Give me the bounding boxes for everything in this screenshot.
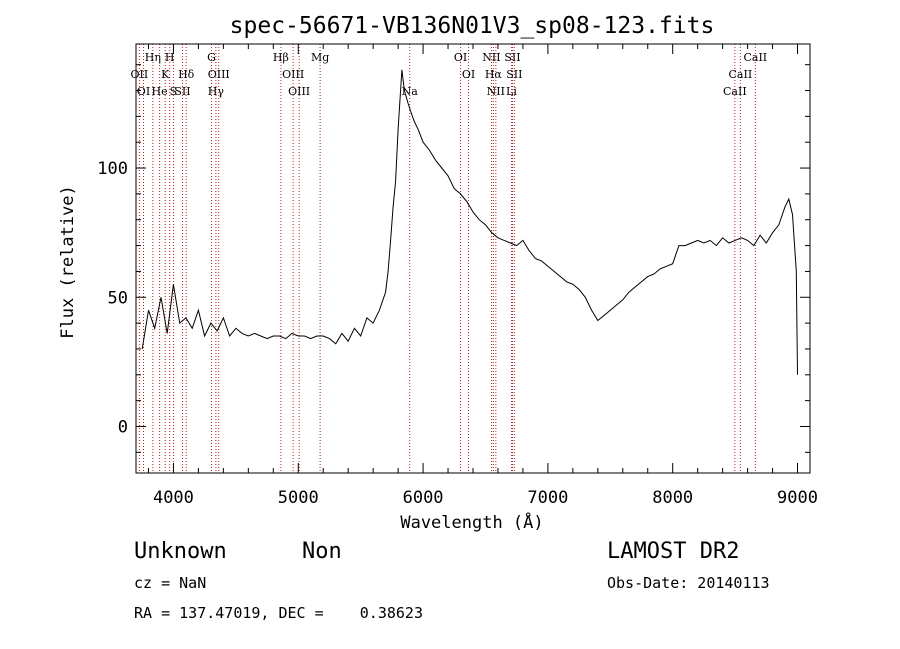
x-tick-label-2: 6000: [403, 488, 444, 508]
line-label-23: SII: [504, 51, 520, 64]
x-tick-label-3: 7000: [527, 488, 568, 508]
line-label-16: Na: [402, 85, 419, 98]
line-label-0: OII: [131, 68, 149, 81]
line-label-15: Mg: [311, 51, 329, 64]
line-label-18: OI: [462, 68, 475, 81]
line-label-8: SII: [174, 85, 190, 98]
x-tick-label-1: 5000: [278, 488, 319, 508]
spectrum-line: [141, 69, 798, 375]
line-label-19: NII: [482, 51, 500, 64]
x-tick-label-0: 4000: [153, 488, 194, 508]
line-label-14: OIII: [288, 85, 310, 98]
x-tick-label-5: 9000: [777, 488, 818, 508]
line-label-13: OIII: [282, 68, 304, 81]
x-axis-ticks: 4000 5000 6000 7000 8000 9000: [147, 44, 818, 508]
y-tick-label-1: 50: [108, 288, 128, 308]
line-label-3: He: [152, 85, 168, 98]
line-label-10: OIII: [208, 68, 230, 81]
plot-frame: [135, 43, 811, 474]
chart-title: spec-56671-VB136N01V3_sp08-123.fits: [230, 13, 715, 39]
y-axis-ticks: 0 50 100: [97, 64, 810, 453]
line-label-5: K: [161, 68, 170, 81]
line-label-22: Li: [506, 85, 517, 98]
line-label-9: G: [207, 51, 216, 64]
subclass-text: Non: [302, 539, 342, 564]
line-label-4: H: [165, 51, 175, 64]
line-label-1: Hη: [145, 51, 161, 64]
line-label-11: Hγ: [208, 85, 225, 98]
y-axis-label: Flux (relative): [58, 185, 78, 339]
radec-text: RA = 137.47019, DEC = 0.38623: [134, 604, 423, 622]
line-label-12: Hβ: [273, 51, 289, 64]
y-tick-label-0: 0: [118, 417, 128, 437]
line-label-6: S: [170, 85, 178, 98]
line-label-7: Hδ: [178, 68, 195, 81]
line-label-26: CaII: [729, 68, 753, 81]
spectral-line-markers: [138, 44, 756, 473]
x-axis-label: Wavelength (Å): [400, 511, 543, 533]
line-label-20: Hα: [485, 68, 503, 81]
class-text: Unknown: [134, 539, 227, 564]
line-label-24: SII: [506, 68, 522, 81]
obsdate-text: Obs-Date: 20140113: [607, 574, 770, 592]
line-label-25: CaII: [723, 85, 747, 98]
line-label-2: OI: [137, 85, 150, 98]
survey-text: LAMOST DR2: [607, 539, 740, 564]
y-tick-label-2: 100: [97, 159, 128, 179]
line-label-17: OI: [454, 51, 467, 64]
x-tick-label-4: 8000: [652, 488, 693, 508]
cz-text: cz = NaN: [134, 574, 207, 592]
line-label-21: NII: [487, 85, 505, 98]
line-label-27: CaII: [743, 51, 767, 64]
